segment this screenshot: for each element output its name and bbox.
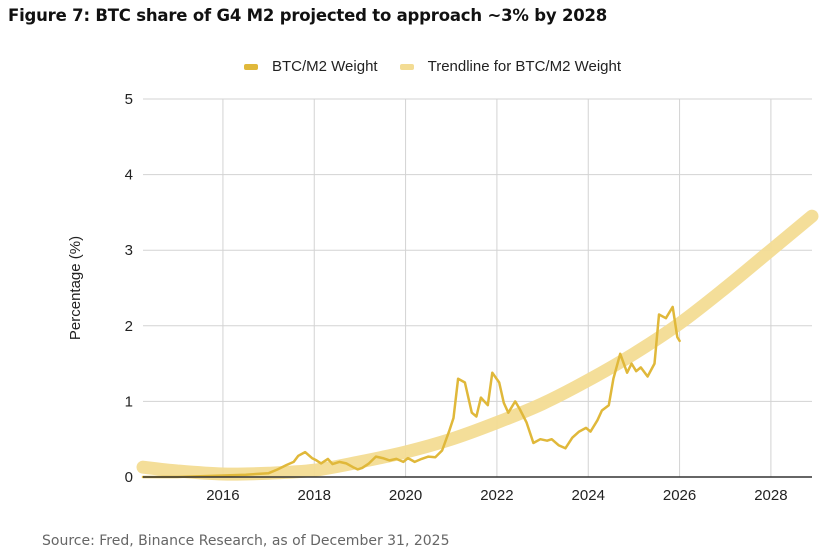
y-tick-label: 2 xyxy=(125,318,133,335)
series-layer xyxy=(141,305,681,479)
y-tick-label: 4 xyxy=(125,167,133,184)
y-axis-label: Percentage (%) xyxy=(67,236,84,340)
x-tick-label: 2016 xyxy=(206,487,239,504)
trendline-layer xyxy=(136,209,819,481)
axis-layer: 0 1 2 3 4 5 2016 2018 2020 2022 2024 2026 2028 xyxy=(125,91,812,504)
x-tick-label: 2026 xyxy=(663,487,696,504)
x-tick-label: 2020 xyxy=(389,487,422,504)
legend-label-trendline: Trendline for BTC/M2 Weight xyxy=(427,58,621,75)
legend-swatch-trendline xyxy=(399,63,414,70)
legend-item-btc-m2-weight: BTC/M2 Weight xyxy=(244,58,378,75)
x-tick-label: 2022 xyxy=(480,487,513,504)
legend-label-btc-m2-weight: BTC/M2 Weight xyxy=(272,58,378,75)
y-tick-label: 0 xyxy=(125,469,133,486)
chart-legend: BTC/M2 Weight Trendline for BTC/M2 Weigh… xyxy=(244,58,643,75)
btc-m2-weight-line xyxy=(141,305,681,479)
source-note: Source: Fred, Binance Research, as of De… xyxy=(42,533,450,549)
x-tick-label: 2028 xyxy=(754,487,787,504)
y-tick-label: 3 xyxy=(125,242,133,259)
trendline-path xyxy=(136,209,819,481)
legend-item-trendline: Trendline for BTC/M2 Weight xyxy=(399,58,621,75)
x-tick-label: 2018 xyxy=(298,487,331,504)
y-tick-label: 5 xyxy=(125,91,133,108)
figure-title: Figure 7: BTC share of G4 M2 projected t… xyxy=(8,6,608,25)
legend-swatch-btc-m2-weight xyxy=(244,63,258,70)
y-tick-label: 1 xyxy=(125,393,133,410)
x-tick-label: 2024 xyxy=(572,487,605,504)
grid-layer xyxy=(143,98,812,477)
